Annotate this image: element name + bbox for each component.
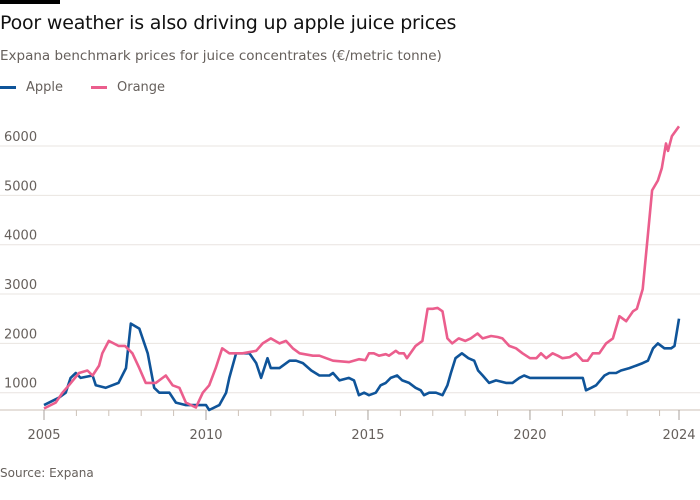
x-tick-label: 2005 [27, 428, 60, 443]
y-tick-label: 2000 [4, 327, 37, 342]
legend-label-apple: Apple [26, 80, 64, 95]
legend-swatch-orange [91, 86, 108, 89]
legend-label-orange: Orange [117, 80, 166, 95]
source-note: Source: Expana [0, 466, 94, 480]
series-line-apple [43, 318, 681, 412]
x-tick-label: 2020 [513, 428, 546, 443]
x-tick-label: 2015 [351, 428, 384, 443]
legend-swatch-apple [0, 86, 16, 89]
x-tick-label: 2024 [662, 428, 695, 443]
y-tick-label: 6000 [4, 130, 37, 145]
legend: Apple Orange [0, 80, 165, 95]
y-tick-label: 5000 [4, 179, 37, 194]
series-line-orange [43, 125, 681, 410]
legend-item-apple: Apple [0, 80, 63, 95]
brand-bar [0, 0, 60, 4]
x-tick-label: 2010 [189, 428, 222, 443]
y-tick-label: 3000 [4, 278, 37, 293]
y-tick-label: 1000 [4, 377, 37, 392]
chart-title: Poor weather is also driving up apple ju… [0, 12, 457, 34]
y-tick-label: 4000 [4, 229, 37, 244]
chart-subtitle: Expana benchmark prices for juice concen… [0, 48, 442, 64]
legend-item-orange: Orange [91, 80, 165, 95]
